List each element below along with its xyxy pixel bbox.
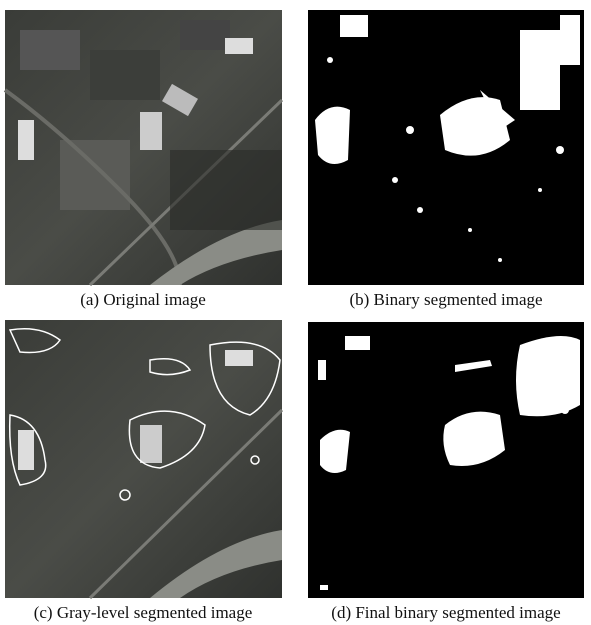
caption: (a) Original image [80, 290, 206, 309]
caption: (b) Binary segmented image [349, 290, 542, 309]
caption: (c) Gray-level segmented image [34, 603, 253, 622]
gray-level-segmented-image [5, 320, 282, 598]
caption: (d) Final binary segmented image [331, 603, 560, 622]
original-image [5, 10, 282, 285]
figure: (a) Original image (b) Binary segmented … [0, 0, 591, 625]
binary-segmented-image [308, 10, 584, 285]
final-binary-segmented-image [308, 322, 584, 598]
